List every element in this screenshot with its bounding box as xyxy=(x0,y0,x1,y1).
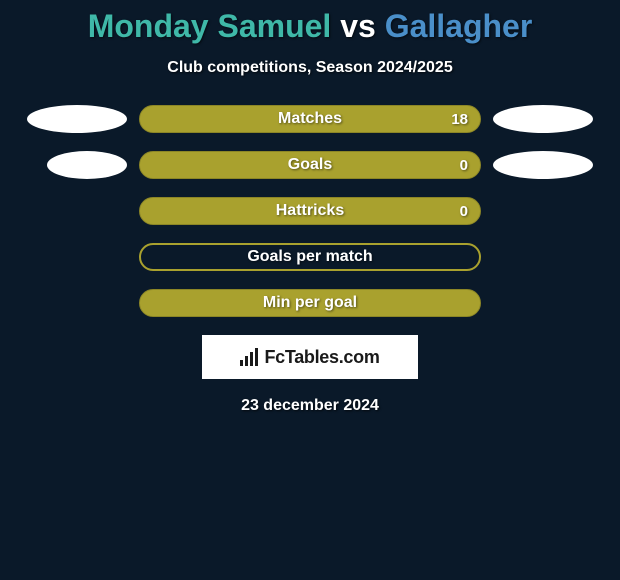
stat-label: Goals per match xyxy=(247,248,372,266)
stat-bar-hattricks: Hattricks 0 xyxy=(139,197,481,225)
player2-goals-ellipse xyxy=(493,151,593,179)
stat-bar-goals: Goals 0 xyxy=(139,151,481,179)
player1-name: Monday Samuel xyxy=(88,8,332,44)
stat-row-goals-per-match: Goals per match xyxy=(0,243,620,271)
subtitle: Club competitions, Season 2024/2025 xyxy=(0,59,620,77)
ellipse-spacer xyxy=(27,243,127,271)
ellipse-spacer xyxy=(493,243,593,271)
date-text: 23 december 2024 xyxy=(0,397,620,415)
stat-label: Matches xyxy=(278,110,342,128)
stat-bar-goals-per-match: Goals per match xyxy=(139,243,481,271)
stat-bar-min-per-goal: Min per goal xyxy=(139,289,481,317)
logo-text: FcTables.com xyxy=(264,347,379,368)
stat-value: 0 xyxy=(460,157,468,174)
ellipse-spacer xyxy=(493,197,593,225)
player1-matches-ellipse xyxy=(27,105,127,133)
stat-bar-matches: Matches 18 xyxy=(139,105,481,133)
stat-value: 18 xyxy=(451,111,468,128)
ellipse-spacer xyxy=(493,289,593,317)
comparison-container: Monday Samuel vs Gallagher Club competit… xyxy=(0,0,620,415)
chart-icon xyxy=(240,348,260,366)
stat-row-matches: Matches 18 xyxy=(0,105,620,133)
ellipse-spacer xyxy=(27,289,127,317)
stat-label: Min per goal xyxy=(263,294,357,312)
player2-name: Gallagher xyxy=(385,8,533,44)
stat-row-hattricks: Hattricks 0 xyxy=(0,197,620,225)
stat-value: 0 xyxy=(460,203,468,220)
stat-label: Goals xyxy=(288,156,332,174)
vs-text: vs xyxy=(340,8,376,44)
player2-matches-ellipse xyxy=(493,105,593,133)
stats-area: Matches 18 Goals 0 Hattricks 0 Goal xyxy=(0,105,620,317)
player1-goals-ellipse xyxy=(47,151,127,179)
stat-row-min-per-goal: Min per goal xyxy=(0,289,620,317)
ellipse-spacer xyxy=(27,197,127,225)
fctables-logo[interactable]: FcTables.com xyxy=(202,335,418,379)
stat-row-goals: Goals 0 xyxy=(0,151,620,179)
stat-label: Hattricks xyxy=(276,202,344,220)
page-title: Monday Samuel vs Gallagher xyxy=(0,8,620,45)
